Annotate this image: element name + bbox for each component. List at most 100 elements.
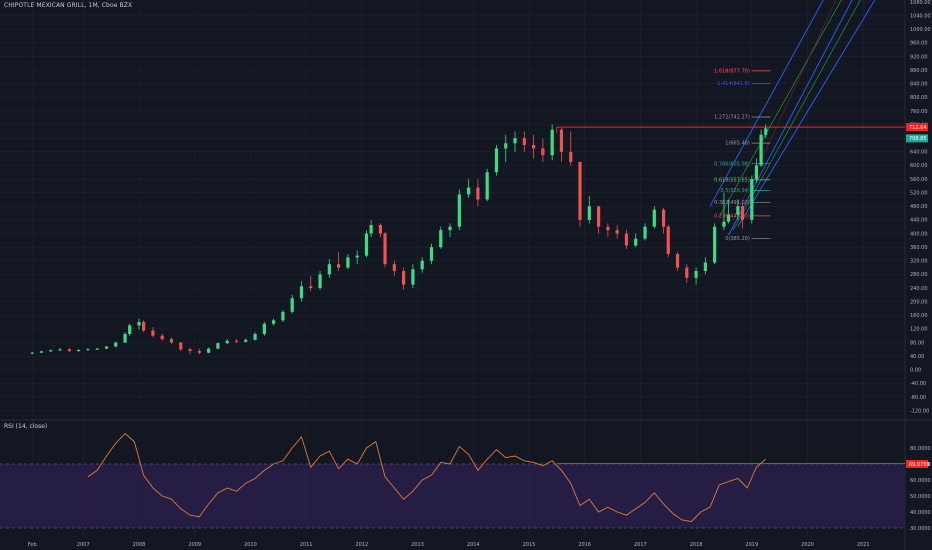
last-price-label: 708.85: [909, 136, 927, 142]
rsi-y-tick-label: 80.0000: [910, 446, 931, 452]
candle-body: [290, 298, 294, 312]
x-tick-label: Feb: [28, 542, 37, 548]
y-tick-label: 480.00: [910, 204, 928, 210]
candle-body: [49, 350, 53, 352]
resistance-price-label: 712.64: [909, 125, 927, 131]
candle-body: [448, 226, 452, 231]
candle-body: [634, 238, 638, 246]
candle-body: [666, 226, 670, 254]
candle-body: [532, 145, 536, 149]
y-tick-label: 440.00: [910, 218, 928, 224]
candle-body: [476, 187, 480, 200]
pitchfork-inner-1: [732, 0, 861, 231]
y-tick-label: 920.00: [910, 54, 928, 60]
candle-body: [694, 270, 698, 278]
candle-body: [137, 322, 141, 326]
x-tick-label: 2010: [244, 542, 257, 548]
candle-body: [402, 270, 406, 285]
candle-body: [559, 129, 564, 152]
rsi-y-tick-label: 50.0000: [910, 494, 931, 500]
y-tick-label: 640.00: [910, 150, 928, 156]
y-tick-label: 320.00: [910, 259, 928, 265]
candle-body: [30, 352, 34, 354]
candle-body: [541, 148, 545, 156]
candle-body: [750, 179, 754, 220]
candle-body: [494, 148, 499, 173]
candle-body: [652, 209, 656, 227]
y-tick-label: 520.00: [910, 190, 928, 196]
rsi-band: [0, 464, 905, 528]
candle-body: [754, 165, 759, 180]
candle-body: [392, 264, 396, 271]
fib-level-label: 1.272(742.27): [714, 115, 750, 121]
y-tick-label: 40.00: [910, 354, 924, 360]
candle-body: [550, 129, 554, 156]
candle-body: [726, 214, 731, 222]
candle-body: [615, 230, 619, 234]
x-tick-label: 2015: [523, 542, 536, 548]
candle-body: [722, 221, 726, 227]
candle-body: [234, 340, 239, 342]
rsi-y-tick-label: 60.0000: [910, 478, 931, 484]
fib-level-label: 0(385.20): [725, 236, 750, 242]
candle-body: [39, 351, 44, 353]
x-tick-label: 2012: [355, 542, 368, 548]
candle-body: [225, 340, 229, 344]
x-tick-label: 2017: [634, 542, 647, 548]
candle-body: [337, 264, 341, 268]
candle-body: [142, 322, 146, 331]
candle-body: [346, 257, 350, 268]
x-tick-label: 2014: [467, 542, 480, 548]
x-tick-label: 2021: [857, 542, 870, 548]
candle-body: [624, 233, 629, 246]
fib-level-label: 1(665.48): [725, 141, 750, 147]
candle-body: [188, 349, 192, 352]
candle-body: [327, 264, 331, 275]
candle-body: [95, 348, 99, 350]
candle-body: [364, 233, 369, 256]
candle-body: [764, 128, 768, 135]
candle-body: [207, 348, 211, 353]
y-tick-label: 840.00: [910, 82, 928, 88]
candle-body: [262, 323, 266, 334]
candle-body: [661, 209, 666, 227]
candle-body: [104, 346, 109, 349]
fib-level-label: 1.414(841.8): [717, 81, 750, 87]
x-tick-label: 2011: [300, 542, 313, 548]
fib-level-label: 1.618(877.70): [714, 68, 750, 74]
y-tick-label: 240.00: [910, 286, 928, 292]
candle-body: [253, 333, 257, 340]
rsi-y-tick-label: 30.0000: [910, 526, 931, 532]
pitchfork-upper: [709, 0, 824, 207]
candle-body: [216, 343, 220, 349]
rsi-value-tag: [906, 460, 928, 468]
candle-body: [169, 339, 174, 343]
x-tick-label: 2008: [133, 542, 146, 548]
candle-body: [703, 262, 707, 271]
y-tick-label: 560.00: [910, 177, 928, 183]
y-tick-label: 1040.00: [910, 13, 931, 19]
pitchfork-median: [737, 0, 876, 227]
candle-body: [272, 320, 276, 324]
candle-body: [596, 206, 601, 227]
candle-body: [318, 274, 322, 289]
fib-level-label: 0.618(557.65): [714, 177, 750, 183]
candle-body: [740, 206, 745, 220]
candle-body: [587, 206, 591, 220]
fib-level-label: 0.5(526.34): [720, 188, 749, 194]
candle-body: [504, 143, 508, 149]
candle-body: [606, 226, 610, 231]
candle-body: [67, 349, 71, 352]
candle-body: [369, 225, 373, 234]
candle-body: [114, 342, 118, 347]
candle-body: [244, 339, 248, 342]
candle-body: [736, 206, 740, 215]
y-tick-label: 960.00: [910, 41, 928, 47]
y-tick-label: 80.00: [910, 340, 924, 346]
candle-body: [429, 247, 434, 261]
candle-body: [713, 226, 717, 263]
y-tick-label: -40.00: [910, 381, 926, 387]
